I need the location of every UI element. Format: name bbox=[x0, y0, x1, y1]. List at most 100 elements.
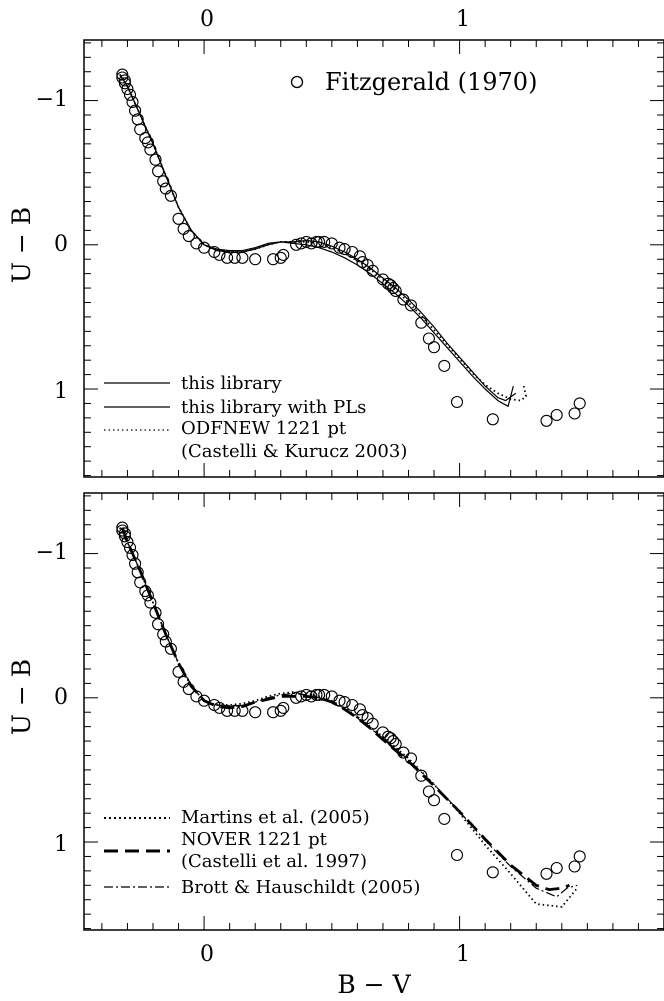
top-observation-point bbox=[198, 241, 211, 254]
bottom-observation-point bbox=[121, 535, 134, 549]
top-observation-point bbox=[172, 212, 185, 225]
top-observation-point bbox=[300, 235, 313, 248]
bottom-legend: Martins et al. (2005) NOVER 1221 pt (Cas… bbox=[104, 807, 420, 898]
top-observation-point bbox=[116, 71, 129, 84]
bottom-observation-point bbox=[305, 690, 318, 703]
bottom-observation-point bbox=[116, 524, 129, 537]
top-observation-point bbox=[295, 237, 308, 250]
top-x-tick-label-0: 0 bbox=[200, 7, 214, 32]
top-observation-point bbox=[540, 414, 553, 427]
bottom-observation-point bbox=[353, 703, 366, 716]
bottom-y-tick-label-1: 1 bbox=[54, 832, 68, 857]
bottom-observation-point bbox=[141, 589, 154, 602]
top-y-tick-label-0: 0 bbox=[54, 232, 68, 257]
top-legend: this library this library with PLs ODFNE… bbox=[104, 373, 407, 462]
top-observation-point bbox=[310, 235, 323, 248]
top-observation-point bbox=[190, 237, 203, 250]
bottom-observation-point bbox=[486, 866, 499, 879]
top-observation-point bbox=[366, 264, 379, 277]
top-observation-point bbox=[149, 153, 162, 166]
bottom-observation-point bbox=[568, 860, 581, 873]
legend-label-nover-1: NOVER 1221 pt bbox=[181, 829, 328, 850]
top-observation-point bbox=[116, 68, 129, 81]
bottom-panel-curves bbox=[119, 527, 578, 908]
top-observation-point bbox=[249, 253, 262, 266]
top-observation-point bbox=[305, 237, 318, 250]
bottom-observation-point bbox=[310, 688, 323, 701]
top-observation-point bbox=[123, 88, 137, 101]
bottom-observation-point bbox=[450, 848, 464, 862]
top-observation-point bbox=[121, 82, 134, 96]
top-series-line-1 bbox=[119, 74, 517, 402]
top-observation-point bbox=[573, 397, 586, 410]
top-observation-point bbox=[164, 189, 177, 202]
bottom-observation-point bbox=[172, 665, 185, 678]
bottom-observation-point bbox=[157, 628, 170, 641]
bottom-observation-point bbox=[164, 642, 177, 655]
top-observation-point bbox=[346, 245, 359, 259]
top-y-axis-label: U − B bbox=[7, 207, 36, 283]
bottom-observation-point bbox=[123, 541, 137, 554]
bottom-observation-point bbox=[325, 690, 338, 703]
legend-label-this-library-pls: this library with PLs bbox=[181, 397, 366, 418]
legend-circle-marker bbox=[290, 75, 304, 89]
top-observation-point bbox=[486, 413, 499, 426]
top-observation-point bbox=[397, 293, 410, 306]
top-observation-point bbox=[177, 222, 190, 235]
bottom-observation-point bbox=[438, 812, 451, 825]
top-panel: 0 1 −1 0 1 U − B Fitzgerald (1970) this … bbox=[7, 7, 664, 478]
bottom-panel: 0 1 −1 0 1 U − B B − V Martins et al. (2… bbox=[7, 492, 664, 999]
bottom-observation-point bbox=[198, 694, 211, 707]
top-observation-point bbox=[152, 165, 165, 178]
bottom-observation-point bbox=[366, 717, 379, 730]
top-observation-point bbox=[221, 251, 234, 264]
top-observation-point bbox=[568, 407, 581, 420]
bottom-observation-point bbox=[267, 706, 280, 719]
bottom-observation-point bbox=[221, 704, 234, 717]
top-observation-point bbox=[182, 230, 195, 243]
top-observation-point bbox=[277, 248, 290, 261]
top-observation-point bbox=[450, 395, 464, 409]
top-observation-point bbox=[389, 284, 402, 298]
bottom-observation-point bbox=[213, 701, 226, 714]
top-observation-point bbox=[118, 74, 131, 87]
bottom-observation-point bbox=[427, 794, 441, 807]
top-observation-point bbox=[157, 175, 170, 188]
top-observation-point bbox=[118, 77, 131, 90]
top-legend-fitzgerald: Fitzgerald (1970) bbox=[290, 68, 537, 96]
legend-label-odfnew-1: ODFNEW 1221 pt bbox=[181, 418, 347, 439]
bottom-observation-point bbox=[118, 527, 131, 540]
bottom-observation-point bbox=[295, 690, 308, 703]
bottom-observation-point bbox=[550, 861, 563, 875]
top-observation-point bbox=[338, 243, 351, 256]
bottom-observation-point bbox=[346, 698, 359, 712]
bottom-observation-point bbox=[333, 694, 346, 707]
bottom-observation-point bbox=[129, 557, 142, 570]
legend-label-odfnew-2: (Castelli & Kurucz 2003) bbox=[181, 441, 407, 462]
bottom-panel-ticks bbox=[84, 493, 664, 930]
top-panel-frame bbox=[83, 39, 664, 478]
bottom-series-line-0 bbox=[119, 527, 578, 908]
top-observation-point bbox=[404, 299, 418, 312]
bottom-observation-point bbox=[387, 735, 400, 748]
legend-label-martins: Martins et al. (2005) bbox=[181, 807, 370, 828]
top-panel-ticks bbox=[84, 40, 664, 477]
top-observation-point bbox=[333, 241, 346, 254]
bottom-x-axis-label: B − V bbox=[337, 970, 411, 999]
bottom-panel-frame bbox=[83, 492, 664, 931]
bottom-observation-point bbox=[415, 769, 428, 782]
top-observation-point bbox=[141, 136, 154, 149]
bottom-x-tick-label-1: 1 bbox=[456, 942, 470, 967]
bottom-observation-point bbox=[313, 688, 326, 701]
bottom-x-tick-label-0: 0 bbox=[200, 942, 214, 967]
bottom-observation-point bbox=[274, 704, 287, 717]
top-observation-point bbox=[159, 182, 172, 195]
bottom-observation-point bbox=[338, 696, 351, 709]
top-observation-point bbox=[387, 282, 400, 295]
top-observation-point bbox=[415, 316, 428, 329]
bottom-observation-point bbox=[318, 688, 331, 701]
top-observation-point bbox=[353, 250, 366, 263]
legend-fitzgerald-label: Fitzgerald (1970) bbox=[325, 68, 537, 96]
top-y-tick-label-1: 1 bbox=[54, 379, 68, 404]
